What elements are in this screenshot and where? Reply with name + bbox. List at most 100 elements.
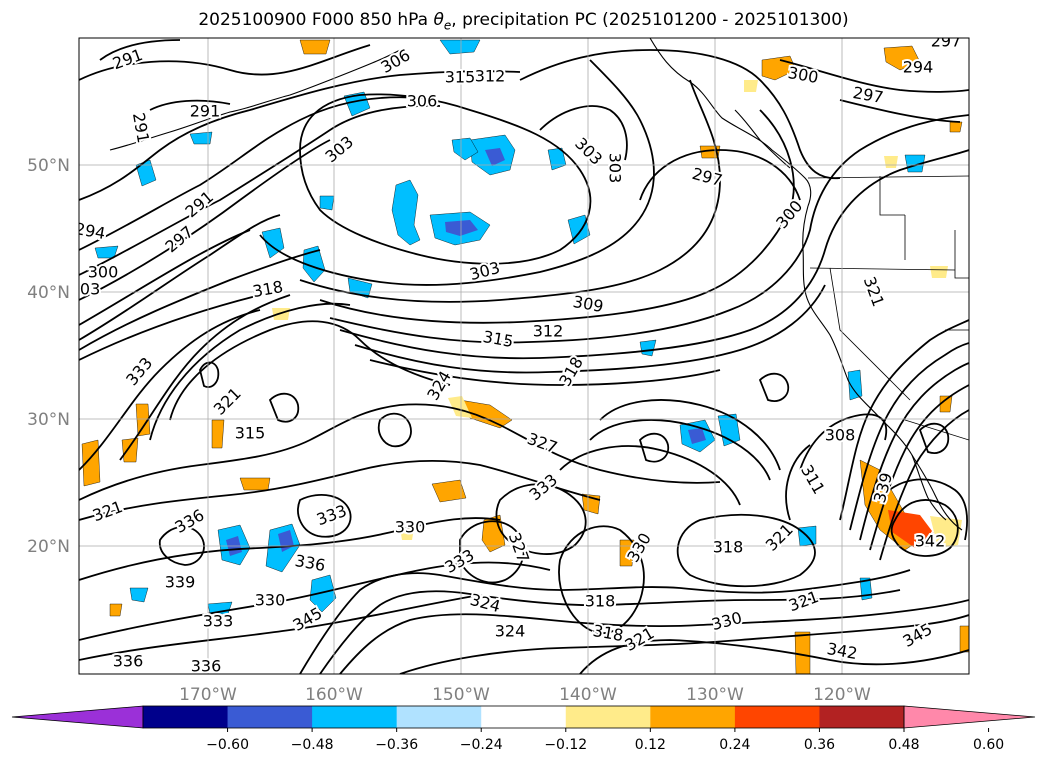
- contour-line: [559, 445, 741, 506]
- negative-anomaly-patch: [688, 428, 706, 444]
- colorbar-segment: [481, 706, 567, 728]
- positive-anomaly-patch: [744, 80, 758, 92]
- contour-line: [758, 372, 790, 402]
- contour-line: [79, 214, 281, 341]
- positive-anomaly-patch: [121, 437, 139, 463]
- positive-anomaly-patch: [109, 603, 123, 617]
- contour-line: [299, 79, 721, 303]
- contour-label: 312: [533, 322, 564, 341]
- contour-label-halo: 330: [255, 591, 286, 610]
- colorbar-tick-label: 0.24: [719, 737, 750, 753]
- contour-line: [297, 493, 352, 538]
- contour-line: [785, 444, 811, 521]
- contour-label: 312: [475, 67, 506, 86]
- contour-label: 303: [70, 280, 101, 299]
- contour-label-halo: 303: [70, 280, 101, 299]
- positive-anomaly-patch: [400, 528, 414, 540]
- contour-line: [638, 432, 670, 463]
- aleutians: [109, 49, 401, 151]
- us-mexico-border: [904, 419, 969, 441]
- latitude-tick-labels: 50°N 40°N 30°N 20°N: [27, 156, 70, 557]
- colorbar-tick-label: −0.48: [291, 737, 334, 753]
- contour-label-halo: 342: [915, 532, 946, 551]
- contour-label: 297: [931, 32, 962, 51]
- contour-label: 303: [606, 153, 625, 184]
- contour-line: [299, 93, 592, 265]
- contour-line: [859, 362, 969, 541]
- contour-label-halo: 312: [475, 67, 506, 86]
- contour-line: [599, 399, 781, 471]
- contour-line: [158, 526, 205, 566]
- negative-anomaly-patch: [319, 195, 335, 211]
- colorbar-segment: [734, 706, 820, 728]
- gridlines: [79, 38, 969, 674]
- positive-anomaly-patch: [949, 121, 963, 133]
- lat-tick-label: 30°N: [27, 410, 70, 430]
- contour-label: 315: [445, 68, 476, 87]
- contour-line: [149, 302, 351, 441]
- colorbar-tick-label: −0.36: [375, 737, 418, 753]
- contour-label-halo: 318: [713, 538, 744, 557]
- contour-line: [849, 342, 969, 531]
- contour-line: [354, 284, 826, 374]
- positive-anomaly-patch: [884, 156, 898, 168]
- contour-line: [495, 483, 587, 555]
- contour-line: [319, 109, 795, 324]
- contour-line: [79, 96, 421, 251]
- negative-anomaly-patch: [343, 91, 371, 117]
- contour-line: [879, 478, 968, 541]
- map-title: 2025100900 F000 850 hPa θe, precipitatio…: [0, 10, 1047, 32]
- positive-anomaly-patch: [883, 45, 921, 71]
- state-border: [829, 267, 911, 401]
- contour-line: [879, 409, 969, 561]
- colorbar-segment: [227, 706, 313, 728]
- state-border: [879, 176, 905, 216]
- coastline-west-coast: [802, 205, 963, 531]
- contour-label-halo: 333: [203, 612, 234, 631]
- title-theta: θ: [433, 10, 444, 30]
- colorbar-extend-low: [11, 705, 144, 729]
- lat-tick-label: 50°N: [27, 156, 70, 176]
- positive-anomaly-patch: [959, 625, 969, 653]
- positive-anomaly-patch: [239, 477, 271, 491]
- contour-line: [676, 513, 816, 588]
- contour-line: [79, 70, 521, 201]
- contour-line: [539, 105, 628, 161]
- coastlines: [109, 38, 963, 531]
- contour-label-halo: 318: [585, 592, 616, 611]
- contour-line: [79, 561, 551, 641]
- contour-line: [377, 412, 412, 448]
- contour-label-halo: 315: [445, 68, 476, 87]
- contour-label-halo: 336: [191, 657, 222, 676]
- plot-frame: [78, 37, 970, 675]
- contour-label-halo: 300: [88, 263, 119, 282]
- title-prefix: 2025100900 F000 850 hPa: [198, 10, 434, 30]
- contour-line: [79, 517, 501, 581]
- colorbar-tick-label: −0.12: [544, 737, 587, 753]
- contour-label-halo: 306: [407, 92, 438, 111]
- positive-anomaly-patch: [619, 539, 635, 567]
- contour-line: [459, 520, 525, 584]
- negative-anomaly-patch: [847, 369, 863, 401]
- title-subscript: e: [443, 18, 452, 33]
- contour-label: 330: [395, 518, 426, 537]
- contour-line: [839, 99, 961, 123]
- negative-anomaly-patch: [567, 214, 591, 245]
- contour-label-halo: 315: [235, 424, 266, 443]
- plot-area: [79, 38, 969, 674]
- contour-line: [558, 525, 645, 635]
- negative-anomaly-patch: [451, 137, 479, 161]
- positive-anomaly-patch: [431, 479, 467, 503]
- contour-line: [268, 392, 300, 423]
- colorbar: −0.60 −0.48 −0.36 −0.24 −0.12 0.12 0.24 0.36 0.4…: [11, 705, 1036, 753]
- contour-label: 306: [407, 92, 438, 111]
- contour-line: [339, 149, 969, 360]
- contour-label-halo: 308: [825, 426, 856, 445]
- positive-anomaly-patch: [930, 266, 948, 278]
- contour-line: [79, 249, 321, 351]
- lon-tick-label: 160°W: [305, 685, 363, 705]
- colorbar-tick-label: −0.24: [460, 737, 503, 753]
- positive-anomaly-patch: [299, 39, 331, 55]
- colorbar-segment: [565, 706, 651, 728]
